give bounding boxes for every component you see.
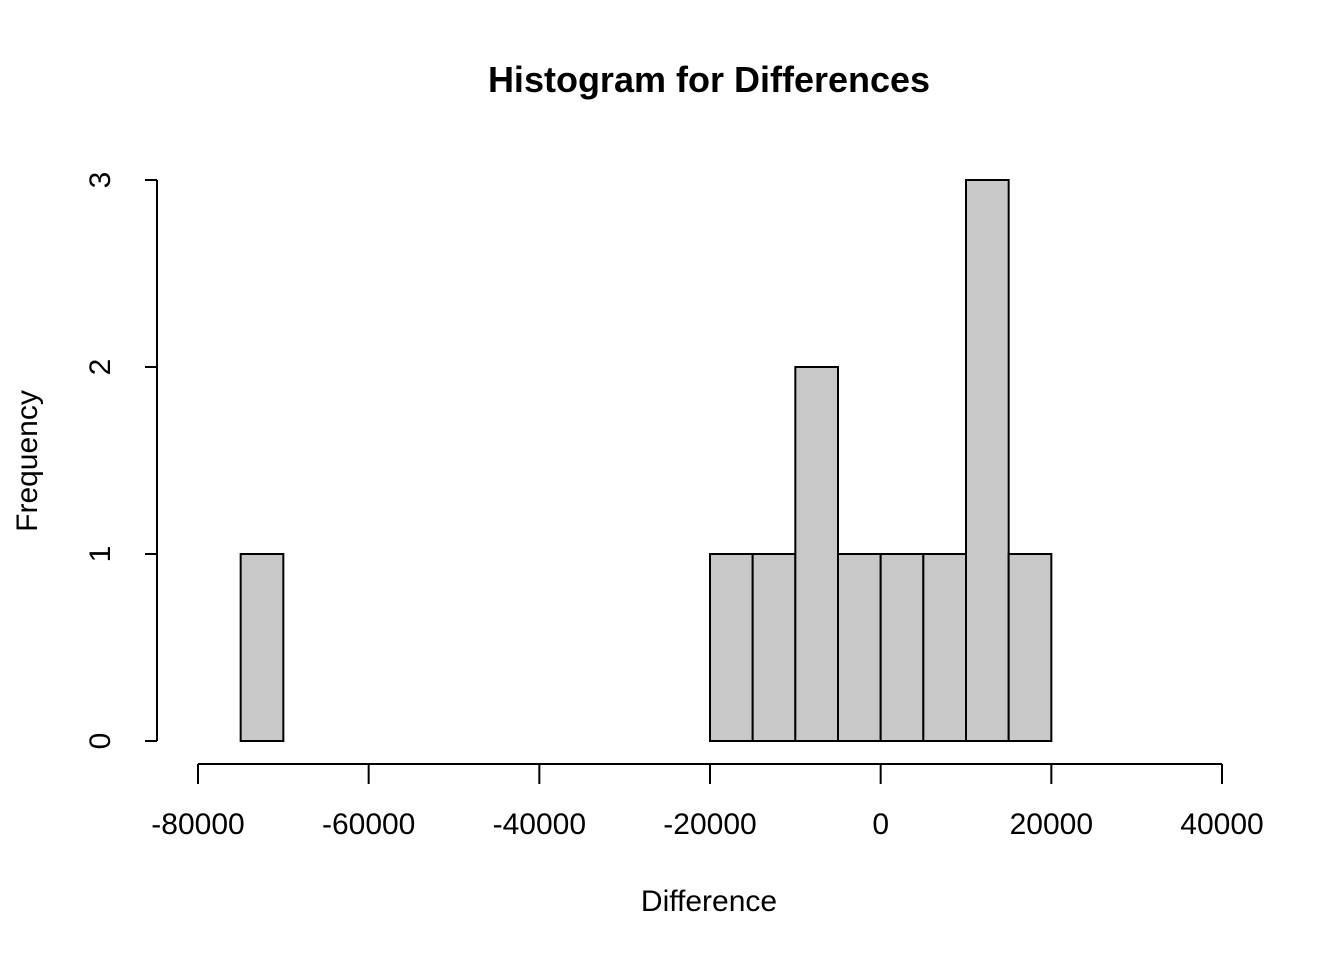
histogram-bar xyxy=(794,366,839,742)
y-tick-label: 0 xyxy=(84,733,117,750)
histogram-bar xyxy=(879,553,925,742)
histogram-bar xyxy=(1007,553,1053,742)
x-tick-label: -20000 xyxy=(663,808,756,841)
histogram-bar xyxy=(709,553,754,742)
y-axis: 0 1 2 3 xyxy=(84,172,158,750)
x-tick-label: -40000 xyxy=(493,808,586,841)
y-tick-label: 3 xyxy=(84,172,117,189)
x-axis-label: Difference xyxy=(641,885,777,918)
chart-title: Histogram for Differences xyxy=(488,59,930,100)
x-tick-label: -60000 xyxy=(322,808,415,841)
y-tick-label: 1 xyxy=(84,546,117,563)
x-tick-label: 0 xyxy=(872,808,889,841)
histogram-bar xyxy=(837,553,882,742)
x-tick-label: 20000 xyxy=(1010,808,1093,841)
bars-group xyxy=(239,179,1053,742)
histogram-bar xyxy=(922,553,967,742)
y-axis-label: Frequency xyxy=(11,390,44,532)
y-tick-label: 2 xyxy=(84,359,117,376)
x-axis: -80000 -60000 -40000 -20000 0 20000 40000 xyxy=(151,763,1264,841)
histogram-bar xyxy=(965,179,1010,742)
histogram-bar xyxy=(751,553,797,742)
x-tick-label: -80000 xyxy=(151,808,244,841)
histogram-bar xyxy=(239,553,285,742)
x-tick-label: 40000 xyxy=(1180,808,1263,841)
